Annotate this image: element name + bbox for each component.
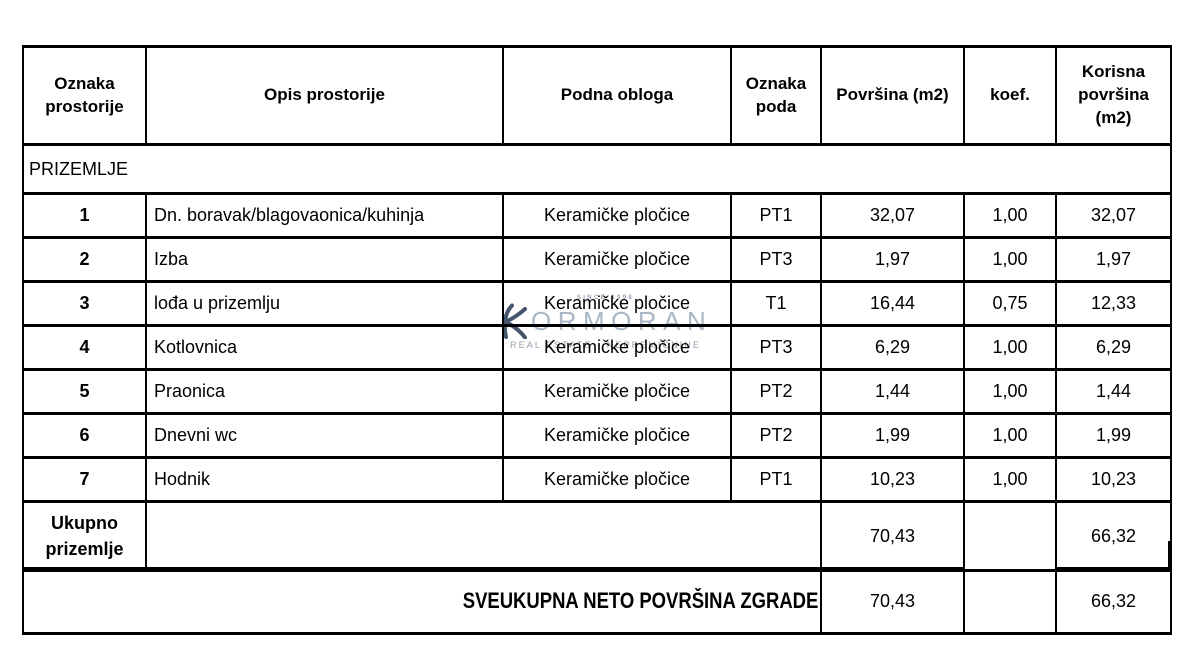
cell-floor-code: PT1 — [730, 456, 822, 503]
section-label-prizemlje: PRIZEMLJE — [22, 143, 1172, 195]
cell-room-description: Praonica — [145, 368, 504, 415]
cell-coefficient: 1,00 — [963, 192, 1057, 239]
cell-floor-code: PT2 — [730, 368, 822, 415]
header-opis-prostorije: Opis prostorije — [145, 45, 504, 146]
cell-room-number: 6 — [22, 412, 147, 459]
cell-room-description: Dnevni wc — [145, 412, 504, 459]
room-area-table: Oznaka prostorije Opis prostorije Podna … — [22, 45, 1172, 572]
header-povrsina: Površina (m2) — [820, 45, 965, 146]
header-row: Oznaka prostorije Opis prostorije Podna … — [22, 45, 1172, 146]
cell-floor-covering: Keramičke pločice — [502, 280, 732, 327]
table-row: 5 Praonica Keramičke pločice PT2 1,44 1,… — [22, 368, 1172, 415]
cell-useful-area: 6,29 — [1055, 324, 1172, 371]
cell-useful-area: 1,97 — [1055, 236, 1172, 283]
cell-room-description: Hodnik — [145, 456, 504, 503]
header-koef: koef. — [963, 45, 1057, 146]
table-row: 7 Hodnik Keramičke pločice PT1 10,23 1,0… — [22, 456, 1172, 503]
cell-floor-code: PT3 — [730, 236, 822, 283]
cell-floor-covering: Keramičke pločice — [502, 368, 732, 415]
cell-total-koef-empty — [963, 500, 1057, 572]
cell-floor-code: PT3 — [730, 324, 822, 371]
cell-room-description: lođa u prizemlju — [145, 280, 504, 327]
cell-total-empty — [145, 500, 822, 572]
cell-grand-open-gap — [964, 568, 1056, 635]
cell-area: 1,99 — [820, 412, 965, 459]
header-podna-obloga: Podna obloga — [502, 45, 732, 146]
cell-area: 1,97 — [820, 236, 965, 283]
cell-total-label: Ukupno prizemlje — [22, 500, 147, 572]
cell-area: 16,44 — [820, 280, 965, 327]
header-oznaka-poda: Oznaka poda — [730, 45, 822, 146]
table-row: 4 Kotlovnica Keramičke pločice PT3 6,29 … — [22, 324, 1172, 371]
grand-label-text: SVEUKUPNA NETO POVRŠINA ZGRADE — [462, 588, 818, 613]
grand-total-table: SVEUKUPNA NETO POVRŠINA ZGRADE 70,43 66,… — [22, 567, 1172, 635]
cell-floor-code: PT2 — [730, 412, 822, 459]
cell-coefficient: 1,00 — [963, 368, 1057, 415]
table-row: 2 Izba Keramičke pločice PT3 1,97 1,00 1… — [22, 236, 1172, 283]
cell-floor-covering: Keramičke pločice — [502, 456, 732, 503]
cell-room-number: 4 — [22, 324, 147, 371]
cell-room-description: Kotlovnica — [145, 324, 504, 371]
table-row: 1 Dn. boravak/blagovaonica/kuhinja Keram… — [22, 192, 1172, 239]
cell-floor-code: PT1 — [730, 192, 822, 239]
cell-floor-covering: Keramičke pločice — [502, 192, 732, 239]
cell-coefficient: 1,00 — [963, 324, 1057, 371]
cell-floor-covering: Keramičke pločice — [502, 412, 732, 459]
cell-floor-covering: Keramičke pločice — [502, 236, 732, 283]
cell-useful-area: 32,07 — [1055, 192, 1172, 239]
header-korisna-povrsina: Korisna površina (m2) — [1055, 45, 1172, 146]
cell-room-number: 1 — [22, 192, 147, 239]
cell-room-description: Dn. boravak/blagovaonica/kuhinja — [145, 192, 504, 239]
cell-area: 32,07 — [820, 192, 965, 239]
cell-floor-code: T1 — [730, 280, 822, 327]
cell-total-area: 70,43 — [820, 500, 965, 572]
cell-coefficient: 1,00 — [963, 236, 1057, 283]
cell-coefficient: 1,00 — [963, 456, 1057, 503]
cell-room-number: 2 — [22, 236, 147, 283]
cell-grand-label: SVEUKUPNA NETO POVRŠINA ZGRADE — [22, 567, 822, 635]
row-total-prizemlje: Ukupno prizemlje 70,43 66,32 — [22, 500, 1172, 572]
cell-useful-area: 12,33 — [1055, 280, 1172, 327]
grand-total-row: SVEUKUPNA NETO POVRŠINA ZGRADE 70,43 66,… — [22, 567, 1172, 635]
cell-useful-area: 1,44 — [1055, 368, 1172, 415]
table-row: 6 Dnevni wc Keramičke pločice PT2 1,99 1… — [22, 412, 1172, 459]
table-row: 3 lođa u prizemlju Keramičke pločice T1 … — [22, 280, 1172, 327]
cell-coefficient: 1,00 — [963, 412, 1057, 459]
cell-room-number: 3 — [22, 280, 147, 327]
cell-useful-area: 1,99 — [1055, 412, 1172, 459]
cell-floor-covering: Keramičke pločice — [502, 324, 732, 371]
spacer-row — [22, 541, 1170, 567]
cell-room-description: Izba — [145, 236, 504, 283]
cell-area: 1,44 — [820, 368, 965, 415]
cell-useful-area: 10,23 — [1055, 456, 1172, 503]
header-oznaka-prostorije: Oznaka prostorije — [22, 45, 147, 146]
cell-room-number: 5 — [22, 368, 147, 415]
section-row: PRIZEMLJE — [22, 143, 1172, 195]
cell-total-useful-area: 66,32 — [1055, 500, 1172, 572]
cell-room-number: 7 — [22, 456, 147, 503]
cell-area: 10,23 — [820, 456, 965, 503]
cell-grand-useful-area: 66,32 — [1055, 567, 1172, 635]
cell-grand-area: 70,43 — [820, 567, 965, 635]
cell-coefficient: 0,75 — [963, 280, 1057, 327]
cell-area: 6,29 — [820, 324, 965, 371]
